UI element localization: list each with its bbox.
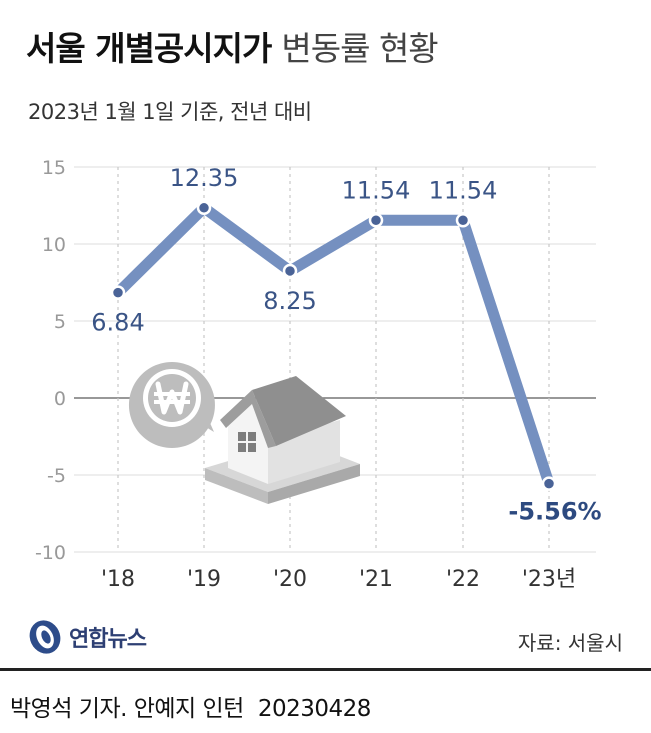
data-point: [455, 213, 471, 228]
logo-text: 연합뉴스: [69, 627, 147, 652]
illustration: [128, 362, 360, 504]
y-tick-label: -10: [35, 542, 66, 564]
x-tick-label: '21: [359, 567, 393, 592]
data-point: [282, 263, 298, 279]
date-text: 20230428: [257, 696, 372, 722]
won-coin-icon: [128, 362, 215, 448]
y-tick-label: -5: [47, 465, 66, 487]
x-tick-label: '19: [187, 567, 221, 592]
footer-credit: 박영석 기자. 안예지 인턴 20230428: [10, 689, 371, 723]
source-logo: 연합뉴스: [27, 617, 147, 657]
data-point: [196, 200, 212, 216]
title-light: 변동률 현황: [281, 29, 438, 68]
data-label-layer: 6.84 12.35 8.25 11.54 11.54 -5.56%: [91, 164, 601, 526]
yonhap-logo-icon: [29, 620, 61, 654]
x-tick-label: '22: [446, 567, 480, 592]
x-tick-label: '18: [101, 567, 135, 592]
data-label: 12.35: [170, 164, 239, 192]
x-tick-label: '20: [273, 567, 307, 592]
data-label: 6.84: [91, 309, 144, 337]
series-layer: [110, 200, 557, 491]
y-tick-label: 10: [42, 234, 66, 256]
credit-text: 박영석 기자. 안예지 인턴: [10, 696, 244, 722]
data-point: [541, 476, 557, 491]
data-label: -5.56%: [508, 498, 601, 526]
data-label: 11.54: [342, 176, 411, 204]
y-tick-label: 15: [42, 157, 66, 179]
title-bold: 서울 개별공시지가: [26, 29, 272, 68]
data-point: [368, 213, 384, 228]
y-tick-label: 0: [54, 388, 66, 410]
source-text: 자료: 서울시: [517, 631, 623, 655]
data-label: 8.25: [263, 287, 316, 315]
grid-layer: 15 10 5 0 -5 -10 '18 '19 '20 '21 '22 '23년: [35, 157, 596, 592]
title: 서울 개별공시지가 변동률 현황: [26, 22, 439, 70]
house-icon: [205, 376, 360, 504]
data-point: [110, 285, 126, 300]
series-line: [112, 202, 555, 490]
y-tick-label: 5: [54, 311, 66, 333]
footer: 박영석 기자. 안예지 인턴 20230428: [0, 668, 651, 733]
data-label: 11.54: [429, 176, 498, 204]
x-tick-label: '23년: [522, 567, 576, 592]
subtitle: 2023년 1월 1일 기준, 전년 대비: [28, 100, 312, 124]
